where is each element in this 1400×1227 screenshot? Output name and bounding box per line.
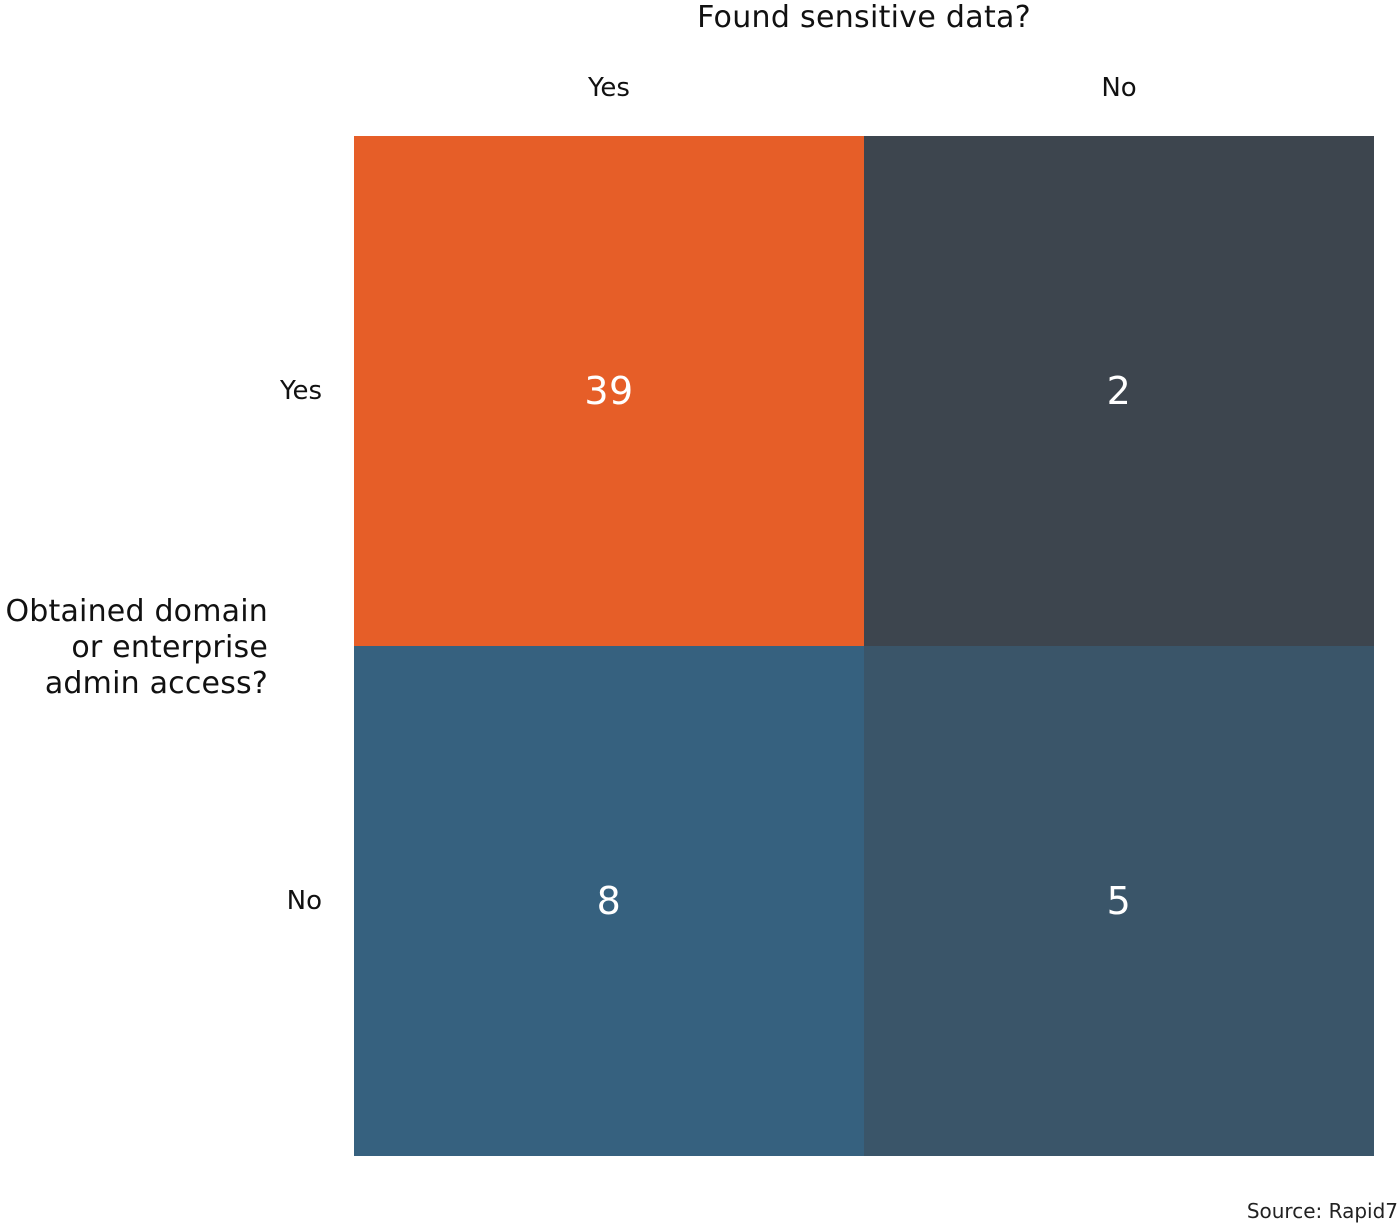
row-axis-title-line-3: admin access?	[44, 666, 268, 701]
row-axis-title-line-2: or enterprise	[71, 630, 268, 665]
heatmap-cell-value: 39	[584, 369, 634, 413]
heatmap-grid: 39 2 8 5	[354, 136, 1374, 1156]
heatmap-cell-value: 8	[596, 879, 622, 923]
heatmap-cell-no-yes: 8	[354, 646, 864, 1156]
row-axis-title: Obtained domain or enterprise admin acce…	[0, 594, 268, 702]
source-note: Source: Rapid7	[1246, 1199, 1398, 1223]
heatmap-cell-yes-yes: 39	[354, 136, 864, 646]
column-axis-title: Found sensitive data?	[697, 0, 1031, 35]
column-label-no: No	[1101, 73, 1137, 103]
row-label-yes: Yes	[280, 376, 322, 406]
heatmap-cell-value: 2	[1106, 369, 1132, 413]
heatmap-cell-no-no: 5	[864, 646, 1374, 1156]
row-label-no: No	[286, 886, 322, 916]
column-label-yes: Yes	[588, 73, 630, 103]
heatmap-cell-value: 5	[1106, 879, 1132, 923]
row-axis-title-line-1: Obtained domain	[5, 594, 268, 629]
heatmap-cell-yes-no: 2	[864, 136, 1374, 646]
